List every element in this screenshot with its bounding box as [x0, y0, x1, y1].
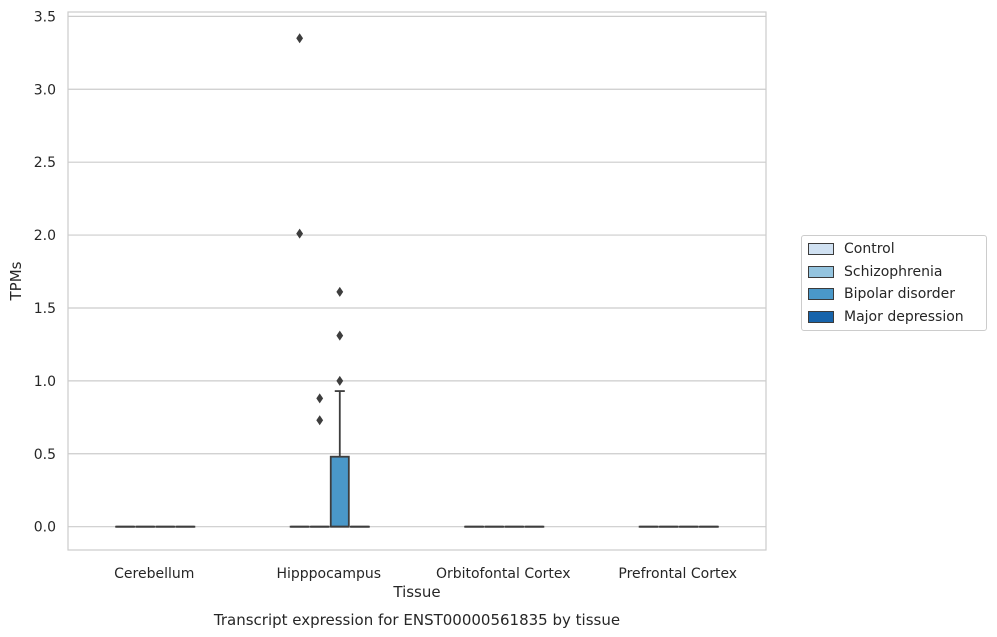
- outlier-point: [296, 33, 304, 44]
- boxes: [115, 33, 719, 528]
- legend-swatch: [808, 310, 834, 323]
- y-tick-label: 0.0: [34, 520, 56, 536]
- legend-label: Bipolar disorder: [844, 286, 956, 303]
- outlier-point: [336, 330, 344, 341]
- chart-caption: Transcript expression for ENST0000056183…: [213, 611, 620, 629]
- legend-item: Bipolar disorder: [802, 283, 986, 306]
- legend-item: Control: [802, 238, 986, 261]
- box-body: [329, 455, 350, 528]
- y-tick-label: 3.0: [34, 82, 56, 98]
- outlier-point: [336, 286, 344, 297]
- legend-swatch: [808, 288, 834, 301]
- legend: Control Schizophrenia Bipolar disorder Majo…: [801, 235, 987, 331]
- y-tick-label: 1.5: [34, 301, 56, 317]
- outlier-point: [336, 375, 344, 386]
- box-schizophrenia: [309, 393, 330, 528]
- legend-label: Major depression: [844, 308, 964, 325]
- x-tick-labels: Cerebellum Hipppocampus Orbitofontal Corte…: [114, 566, 737, 582]
- y-gridlines: [68, 15, 766, 528]
- x-tick-label: Hipppocampus: [276, 566, 381, 582]
- box-bipolar-disorder: [329, 286, 350, 528]
- legend-label: Schizophrenia: [844, 263, 943, 280]
- legend-swatch: [808, 243, 834, 256]
- x-tick-label: Orbitofontal Cortex: [436, 566, 571, 582]
- y-axis-label: TPMs: [7, 261, 25, 301]
- y-tick-label: 2.5: [34, 155, 56, 171]
- y-tick-labels: 0.0 0.5 1.0 1.5 2.0 2.5 3.0 3.5: [34, 9, 56, 535]
- legend-item: Schizophrenia: [802, 261, 986, 284]
- y-tick-label: 1.0: [34, 374, 56, 390]
- legend-swatch: [808, 265, 834, 278]
- x-axis-label: Tissue: [392, 583, 440, 601]
- y-tick-label: 2.0: [34, 228, 56, 244]
- outlier-point: [296, 228, 304, 239]
- legend-item: Major depression: [802, 306, 986, 329]
- box-control: [289, 33, 310, 528]
- y-tick-label: 0.5: [34, 447, 56, 463]
- outlier-point: [316, 393, 324, 404]
- outlier-point: [316, 415, 324, 426]
- x-tick-label: Cerebellum: [114, 566, 194, 582]
- y-tick-label: 3.5: [34, 9, 56, 25]
- legend-label: Control: [844, 241, 895, 258]
- plot-frame: [67, 11, 767, 551]
- x-tick-label: Prefrontal Cortex: [618, 566, 737, 582]
